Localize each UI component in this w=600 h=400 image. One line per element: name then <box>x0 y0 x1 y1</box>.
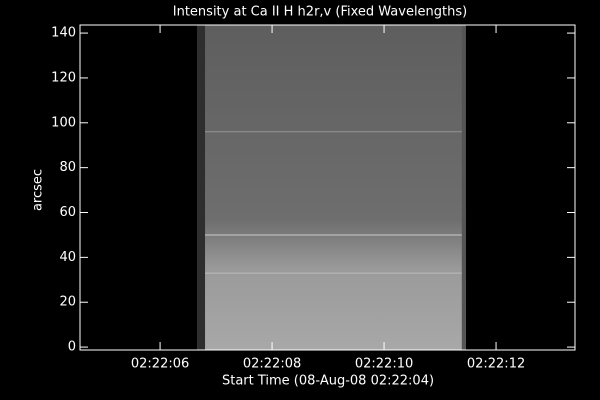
y-tick-label: 40 <box>59 250 76 265</box>
x-tick-label: 02:22:06 <box>131 357 189 372</box>
y-tick-label: 140 <box>51 26 76 41</box>
x-tick-label: 02:22:10 <box>355 357 413 372</box>
y-tick-label: 100 <box>51 115 76 130</box>
x-tick-label: 02:22:08 <box>243 357 301 372</box>
x-axis-label: Start Time (08-Aug-08 02:22:04) <box>222 374 434 389</box>
plot-frame <box>79 24 576 351</box>
y-tick-label: 80 <box>59 160 76 175</box>
y-tick-label: 0 <box>68 340 76 355</box>
y-tick-label: 20 <box>59 295 76 310</box>
image-band <box>197 25 466 350</box>
x-tick-label: 02:22:12 <box>467 357 525 372</box>
y-tick-label: 120 <box>51 70 76 85</box>
y-axis-label: arcsec <box>31 169 46 211</box>
image-layer <box>197 25 466 350</box>
image-edge <box>197 25 206 350</box>
y-tick-label: 60 <box>59 205 76 220</box>
chart-title: Intensity at Ca II H h2r,v (Fixed Wavele… <box>173 5 467 20</box>
image-edge <box>461 25 466 350</box>
